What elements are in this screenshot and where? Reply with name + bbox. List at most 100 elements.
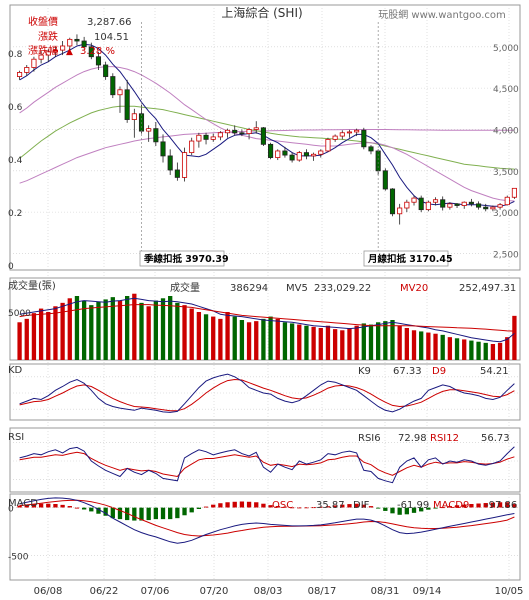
ma20-line xyxy=(19,66,515,202)
volume-bar xyxy=(483,342,488,360)
candle-body xyxy=(60,45,66,51)
volume-bar xyxy=(304,325,309,360)
volume-bar xyxy=(125,296,130,360)
left-tick-label: 0.4 xyxy=(8,156,23,166)
osc-bar xyxy=(469,503,474,508)
osc-bar xyxy=(361,504,366,508)
osc-bar xyxy=(483,503,488,508)
rsi6-legend-value: 72.98 xyxy=(398,433,427,444)
candlestick-series xyxy=(17,34,517,225)
volume-bar xyxy=(404,328,409,360)
volume-bar xyxy=(117,300,123,360)
candle-body xyxy=(296,152,302,161)
offset-marker-label: 季線扣抵 3970.39 xyxy=(143,253,229,265)
mv5-legend-label: MV5 xyxy=(286,283,308,294)
candle-body xyxy=(318,150,324,155)
volume-bar xyxy=(60,302,65,360)
candle-body xyxy=(131,113,137,120)
volume-bar xyxy=(268,316,273,360)
candle-body xyxy=(239,132,245,135)
volume-bar xyxy=(361,323,366,360)
volume-bar xyxy=(31,313,37,360)
candle-body xyxy=(339,132,345,137)
osc-bar xyxy=(383,507,388,511)
candle-body xyxy=(232,129,238,134)
kd-label: KD xyxy=(8,365,23,376)
candle-body xyxy=(461,201,467,206)
volume-bar xyxy=(211,316,216,360)
offset-marker-label: 月線扣抵 3170.45 xyxy=(367,253,453,265)
osc-bar xyxy=(368,506,374,508)
mv20-legend-label: MV20 xyxy=(400,283,428,294)
volume-bar xyxy=(246,322,252,360)
volume-bar xyxy=(182,305,187,360)
price-left-axis: 0.8 0.6 0.4 0.2 0 xyxy=(8,50,23,272)
dif-legend-value: -61.99 xyxy=(397,500,429,511)
volume-bar xyxy=(232,316,237,360)
osc-bar xyxy=(153,507,158,520)
osc-bar xyxy=(304,507,309,509)
volume-bar xyxy=(239,320,245,360)
volume-bar xyxy=(168,296,173,360)
osc-bar xyxy=(261,503,266,508)
osc-bar xyxy=(325,506,331,508)
volume-bar xyxy=(497,342,503,360)
volume-bar xyxy=(24,318,29,360)
macd-label: MACD xyxy=(8,498,38,509)
x-tick-label: 08/31 xyxy=(371,586,400,597)
macd-lines xyxy=(19,497,515,544)
change-value: 104.51 xyxy=(94,32,129,43)
candle-body xyxy=(153,128,159,143)
osc-bar xyxy=(211,504,216,508)
osc-bar xyxy=(354,503,359,508)
rsi-frame xyxy=(9,427,521,493)
rsi12-legend-value: 56.73 xyxy=(481,433,510,444)
candle-body xyxy=(210,136,216,140)
volume-bar xyxy=(67,298,72,360)
volume-bar xyxy=(462,339,467,360)
osc-bar xyxy=(376,507,381,509)
candle-body xyxy=(45,51,51,56)
volume-bar xyxy=(440,334,445,360)
osc-bar xyxy=(139,507,144,521)
osc-bar xyxy=(239,501,245,508)
osc-bar xyxy=(505,502,510,508)
osc-bar xyxy=(38,503,44,508)
volume-bar xyxy=(218,318,223,360)
osc-bar xyxy=(53,503,58,508)
candle-body xyxy=(52,49,58,53)
candle-body xyxy=(447,203,453,208)
volume-average-lines xyxy=(19,297,515,343)
volume-bar xyxy=(433,333,438,360)
rsi12-legend-label: RSI12 xyxy=(430,433,459,444)
rsi-panel: RSI RSI6 72.98 RSI12 56.73 xyxy=(8,432,520,484)
candle-body xyxy=(497,204,503,208)
candle-body xyxy=(81,40,87,48)
candle-body xyxy=(275,150,281,158)
rsi12-line xyxy=(19,451,515,478)
candle-body xyxy=(203,134,209,140)
x-tick-label: 08/17 xyxy=(308,586,337,597)
volume-bar xyxy=(426,332,431,360)
volume-bar xyxy=(390,320,395,360)
osc-bar xyxy=(419,507,424,512)
candle-body xyxy=(110,76,116,96)
x-tick-label: 08/03 xyxy=(254,586,283,597)
k9-legend-value: 67.33 xyxy=(393,366,422,377)
candle-body xyxy=(389,188,396,215)
volume-bar xyxy=(160,298,166,360)
osc-bar xyxy=(254,502,259,508)
ma120-line xyxy=(19,129,515,184)
osc-bar xyxy=(31,504,37,508)
osc-bar xyxy=(512,504,517,508)
price-tick-label: 5,000 xyxy=(493,44,519,54)
rsi6-legend-label: RSI6 xyxy=(358,433,381,444)
osc-bar xyxy=(497,502,503,508)
osc-bar xyxy=(160,507,166,520)
x-tick-label: 07/20 xyxy=(200,586,229,597)
kd-panel: KD K9 67.33 D9 54.21 xyxy=(8,365,520,413)
osc-bar xyxy=(17,505,22,508)
osc-bar xyxy=(24,504,29,508)
candle-body xyxy=(504,196,510,206)
dif-legend-label: DIF xyxy=(353,500,370,511)
